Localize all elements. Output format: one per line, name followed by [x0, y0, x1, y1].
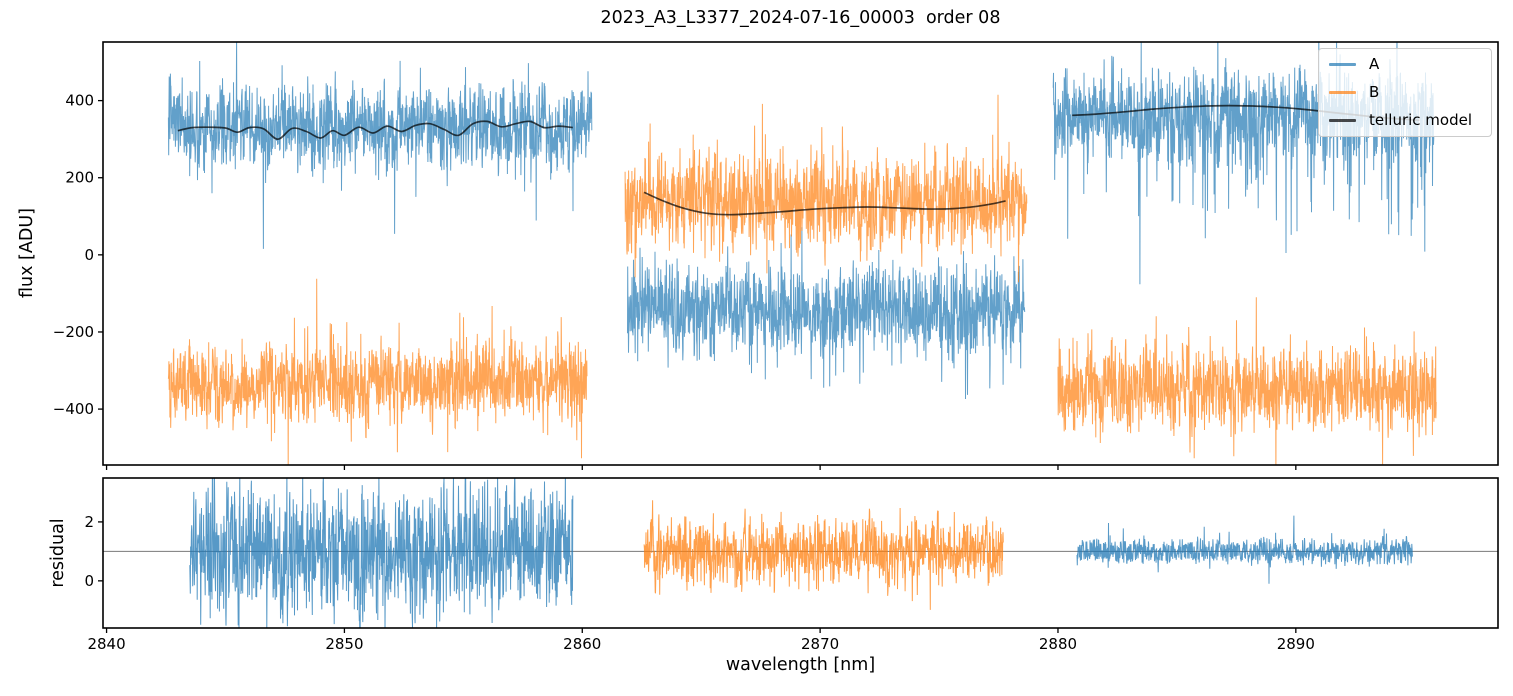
y-tick-label: 0 [84, 572, 94, 590]
x-tick-label: 2840 [87, 635, 125, 653]
series-b-segment-2 [1057, 297, 1437, 465]
series-b-residual-segment-0 [643, 500, 1004, 610]
legend-entry: telluric model [1329, 113, 1481, 128]
x-tick-label: 2870 [801, 635, 839, 653]
legend-entry: B [1329, 85, 1481, 100]
series-telluric-model-segment-0 [177, 120, 573, 141]
series-telluric-model-segment-1 [643, 191, 1006, 216]
series-a-residual-segment-0 [189, 478, 574, 628]
y-tick-label: 0 [84, 246, 94, 264]
legend-entry: A [1329, 57, 1481, 72]
series-b-segment-0 [167, 278, 588, 465]
series-a-segment-0 [167, 42, 593, 249]
y-tick-label: −200 [53, 323, 94, 341]
x-tick-label: 2850 [325, 635, 363, 653]
x-tick-label: 2890 [1277, 635, 1315, 653]
y-tick-label: −400 [53, 400, 94, 418]
plot-area [103, 478, 1498, 628]
legend-sample-line [1329, 63, 1356, 66]
series-a-residual-segment-1 [1076, 515, 1413, 584]
axes-spines [102, 41, 1499, 466]
legend-sample-line [1329, 91, 1356, 94]
series-b-segment-1 [624, 94, 1028, 283]
y-tick-label: 2 [84, 513, 94, 531]
legend-entry-label: A [1369, 55, 1380, 73]
legend-entry-label: telluric model [1369, 111, 1473, 129]
plot-area [167, 42, 1437, 465]
x-tick-label: 2860 [563, 635, 601, 653]
wavelength-axis-label: wavelength [nm] [725, 655, 876, 675]
legend-entry-label: B [1369, 83, 1380, 101]
axes-spines [102, 477, 1499, 629]
legend-sample-line [1329, 119, 1356, 122]
y-tick-label: 200 [65, 169, 94, 187]
series-a-segment-1 [627, 227, 1026, 400]
y-tick-label: 400 [65, 92, 94, 110]
x-tick-label: 2880 [1039, 635, 1077, 653]
chart-title: 2023_A3_L3377_2024-07-16_00003 order 08 [600, 8, 1001, 28]
